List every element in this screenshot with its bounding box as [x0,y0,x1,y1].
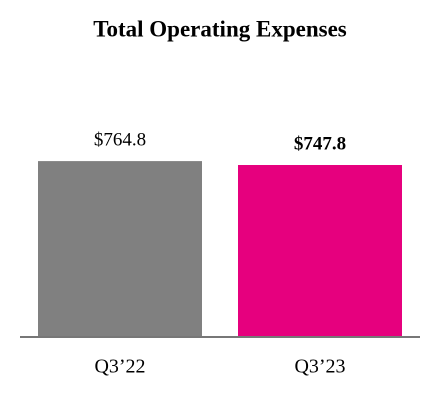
x-tick-label: Q3’23 [294,356,345,378]
chart-title: Total Operating Expenses [93,16,347,41]
bar [238,165,402,337]
value-label: $764.8 [94,129,146,150]
x-tick-label: Q3’22 [94,356,145,378]
value-label: $747.8 [294,133,346,154]
bar [38,161,202,337]
